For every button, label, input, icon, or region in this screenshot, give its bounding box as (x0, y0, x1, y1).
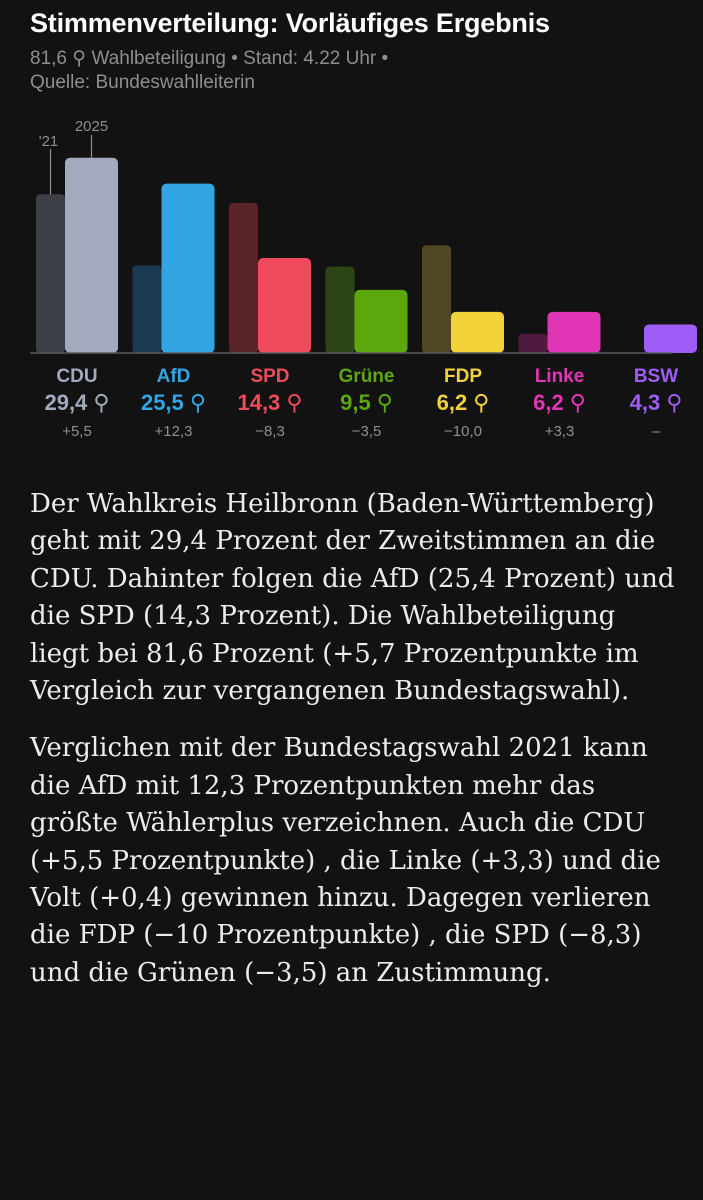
change-spd: −8,3 (255, 423, 285, 440)
bar-2025-bsw (644, 324, 697, 353)
party-label-fdp: FDP (444, 366, 482, 387)
bar-2025-afd (161, 183, 215, 353)
vote-share-afd: 25,5 ⚲ (141, 390, 206, 415)
party-label-afd: AfD (157, 366, 191, 387)
vote-share-spd: 14,3 ⚲ (237, 390, 302, 415)
bar-2021-afd (132, 265, 162, 353)
party-label-gruene: Grüne (339, 366, 395, 387)
chart-title: Stimmenverteilung: Vorläufiges Ergebnis (30, 8, 550, 38)
article-paragraph-2: Verglichen mit der Bundestagswahl 2021 k… (30, 733, 661, 988)
change-cdu: +5,5 (62, 423, 92, 440)
party-label-cdu: CDU (56, 366, 97, 387)
change-linke: +3,3 (545, 423, 575, 440)
vote-share-linke: 6,2 ⚲ (533, 390, 586, 415)
vote-share-bar-chart: CDU 29,4 ⚲ +5,5 AfD 25,5 ⚲ +12,3 SPD 14,3 ⚲ −8,3… (30, 118, 697, 440)
chart-meta: 81,6 ⚲ Wahlbeteiligung • Stand: 4.22 Uhr… (30, 47, 680, 95)
bar-2021-gruene (325, 266, 355, 353)
party-label-bsw: BSW (634, 366, 678, 387)
vote-share-fdp: 6,2 ⚲ (437, 390, 490, 415)
bar-2025-gruene (354, 289, 408, 353)
article-body: Der Wahlkreis Heilbronn (Baden-Württembe… (30, 486, 680, 1012)
vote-share-bsw: 4,3 ⚲ (630, 390, 683, 415)
bar-2025-linke (547, 311, 601, 353)
change-fdp: −10,0 (444, 423, 482, 440)
bar-2021-fdp (422, 245, 451, 353)
bar-2021-cdu (36, 194, 65, 353)
change-afd: +12,3 (155, 423, 193, 440)
vote-share-cdu: 29,4 ⚲ (44, 390, 109, 415)
bar-2021-linke (518, 333, 548, 353)
bar-2025-fdp (451, 311, 504, 353)
bar-2025-cdu (65, 157, 118, 353)
source-line: Quelle: Bundeswahlleiterin (30, 72, 255, 93)
party-label-spd: SPD (250, 366, 289, 387)
turnout-status-line: 81,6 ⚲ Wahlbeteiligung • Stand: 4.22 Uhr… (30, 48, 389, 69)
bar-2025-spd (258, 258, 311, 353)
article-paragraph-1: Der Wahlkreis Heilbronn (Baden-Württembe… (30, 489, 675, 707)
bar-2021-spd (229, 202, 258, 353)
legend-label-2021: '21 (39, 133, 59, 150)
change-bsw: – (652, 423, 661, 440)
change-gruene: −3,5 (352, 423, 382, 440)
vote-share-gruene: 9,5 ⚲ (340, 390, 393, 415)
legend-label-2025: 2025 (75, 118, 108, 135)
party-label-linke: Linke (535, 366, 585, 387)
